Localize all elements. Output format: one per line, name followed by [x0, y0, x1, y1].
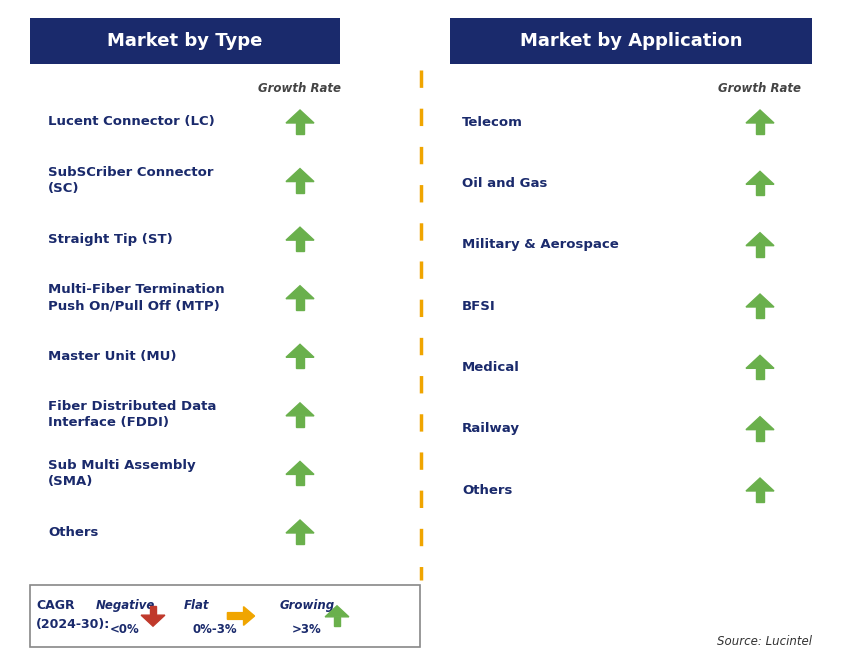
Text: Fiber Distributed Data
Interface (FDDI): Fiber Distributed Data Interface (FDDI) — [48, 401, 216, 430]
Polygon shape — [286, 403, 314, 416]
Polygon shape — [141, 615, 165, 626]
Polygon shape — [296, 299, 304, 310]
Text: Lucent Connector (LC): Lucent Connector (LC) — [48, 115, 215, 128]
Polygon shape — [286, 110, 314, 123]
Polygon shape — [296, 123, 304, 134]
Polygon shape — [325, 606, 349, 617]
Text: Others: Others — [462, 483, 513, 496]
Text: Multi-Fiber Termination
Push On/Pull Off (MTP): Multi-Fiber Termination Push On/Pull Off… — [48, 283, 225, 312]
FancyBboxPatch shape — [30, 18, 340, 64]
Polygon shape — [746, 110, 774, 123]
Text: SubSCriber Connector
(SC): SubSCriber Connector (SC) — [48, 166, 214, 195]
Polygon shape — [746, 171, 774, 184]
Text: BFSI: BFSI — [462, 299, 496, 312]
Text: Negative: Negative — [95, 599, 155, 612]
Text: Growth Rate: Growth Rate — [718, 82, 802, 95]
Polygon shape — [296, 357, 304, 368]
Polygon shape — [756, 430, 764, 441]
Polygon shape — [756, 246, 764, 257]
Text: Military & Aerospace: Military & Aerospace — [462, 238, 619, 251]
Text: >3%: >3% — [292, 623, 322, 636]
Polygon shape — [227, 606, 254, 626]
Polygon shape — [756, 307, 764, 318]
Polygon shape — [296, 475, 304, 485]
Polygon shape — [286, 227, 314, 240]
Polygon shape — [286, 344, 314, 357]
Text: Growing: Growing — [280, 599, 334, 612]
Polygon shape — [746, 294, 774, 307]
Polygon shape — [746, 478, 774, 491]
Polygon shape — [286, 520, 314, 533]
Text: Others: Others — [48, 526, 99, 538]
Polygon shape — [756, 491, 764, 502]
Text: Oil and Gas: Oil and Gas — [462, 177, 547, 190]
Text: Flat: Flat — [184, 599, 210, 612]
Text: Railway: Railway — [462, 422, 520, 435]
Text: Growth Rate: Growth Rate — [258, 82, 342, 95]
Polygon shape — [296, 416, 304, 427]
Text: (2024-30):: (2024-30): — [36, 618, 110, 631]
Polygon shape — [756, 184, 764, 195]
Polygon shape — [746, 232, 774, 246]
Polygon shape — [296, 181, 304, 193]
Text: Market by Application: Market by Application — [520, 32, 743, 50]
Polygon shape — [746, 355, 774, 368]
Text: Medical: Medical — [462, 361, 520, 374]
Polygon shape — [286, 169, 314, 181]
Text: Source: Lucintel: Source: Lucintel — [717, 635, 812, 648]
Text: Telecom: Telecom — [462, 115, 523, 128]
Polygon shape — [296, 240, 304, 251]
Polygon shape — [333, 617, 340, 626]
Polygon shape — [286, 286, 314, 299]
Text: <0%: <0% — [110, 623, 140, 636]
FancyBboxPatch shape — [30, 585, 420, 647]
Text: CAGR: CAGR — [36, 599, 75, 612]
Polygon shape — [286, 461, 314, 475]
Text: 0%-3%: 0%-3% — [193, 623, 237, 636]
Polygon shape — [756, 368, 764, 379]
Text: Market by Type: Market by Type — [107, 32, 263, 50]
FancyBboxPatch shape — [450, 18, 812, 64]
Text: Straight Tip (ST): Straight Tip (ST) — [48, 232, 173, 246]
Text: Sub Multi Assembly
(SMA): Sub Multi Assembly (SMA) — [48, 459, 195, 488]
Text: Master Unit (MU): Master Unit (MU) — [48, 350, 177, 363]
Polygon shape — [756, 123, 764, 134]
Polygon shape — [150, 606, 157, 615]
Polygon shape — [746, 416, 774, 430]
Polygon shape — [296, 533, 304, 544]
